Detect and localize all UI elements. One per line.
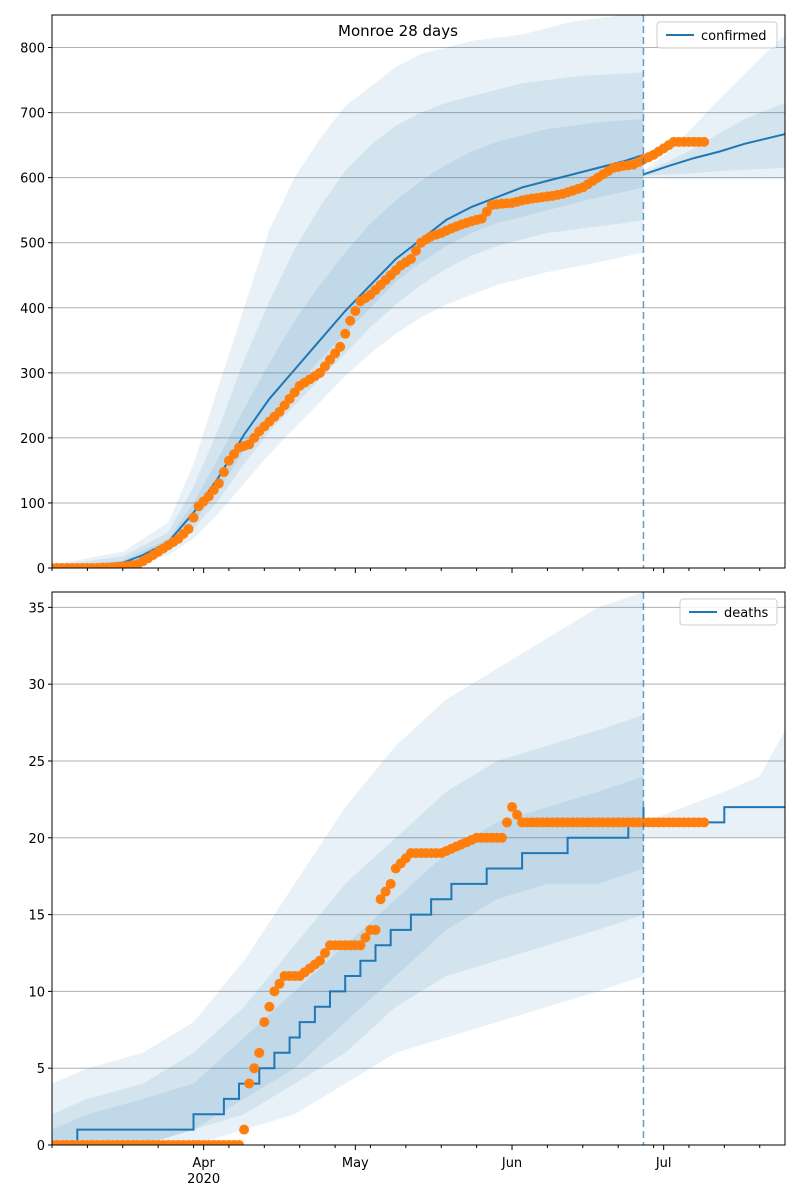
axes-frame	[51, 14, 786, 569]
x-tick-label: Jun	[501, 1156, 522, 1171]
observed-point	[234, 1140, 245, 1145]
observed-point	[183, 523, 194, 534]
y-tick-label: 30	[28, 678, 45, 693]
observed-point	[249, 1063, 260, 1074]
x-tick-sublabel: 2020	[187, 1172, 220, 1187]
observed-point	[360, 932, 371, 943]
observed-point	[496, 832, 507, 843]
observed-point	[345, 315, 356, 326]
observed-point	[213, 478, 224, 489]
observed-point	[512, 809, 523, 820]
y-tick-label: 10	[28, 985, 45, 1000]
y-tick-label: 700	[20, 107, 45, 122]
y-tick-label: 20	[28, 832, 45, 847]
confidence-band	[52, 15, 644, 568]
y-tick-label: 0	[37, 1139, 45, 1154]
observed-point	[264, 1001, 275, 1012]
plot-area	[52, 592, 785, 1145]
series-line-deaths	[52, 807, 645, 1145]
legend-box	[679, 598, 778, 626]
confirmed-panel: 0 100 200 300 400 500 600 700 800 confirmed	[20, 14, 786, 577]
observed-point	[370, 924, 381, 935]
y-tick-label: 200	[20, 432, 45, 447]
observed-point	[269, 986, 280, 997]
observed-point	[699, 817, 710, 828]
y-tick-label: 15	[28, 909, 45, 924]
x-tick-label: Jul	[655, 1156, 672, 1171]
y-tick-label: 800	[20, 42, 45, 57]
y-tick-label: 300	[20, 367, 45, 382]
observed-point	[405, 253, 416, 264]
y-tick-label: 500	[20, 237, 45, 252]
observed-point	[507, 802, 518, 813]
y-tick-label: 400	[20, 302, 45, 317]
y-tick-label: 0	[37, 562, 45, 577]
observed-point	[380, 886, 391, 897]
confidence-band	[52, 592, 644, 1145]
confidence-band	[52, 119, 644, 568]
y-tick-label: 100	[20, 497, 45, 512]
observed-point	[355, 940, 366, 951]
observed-point	[244, 1078, 255, 1089]
observed-point	[319, 947, 330, 958]
legend-box	[656, 21, 778, 49]
confidence-band	[52, 714, 644, 1145]
axes-frame	[51, 591, 786, 1146]
observed-point	[410, 245, 421, 256]
y-tick-label: 25	[28, 755, 45, 770]
observed-point	[350, 306, 361, 317]
x-tick-label: Apr	[192, 1156, 215, 1171]
observed-point	[218, 467, 229, 478]
observed-point	[340, 328, 351, 339]
observed-point	[239, 1124, 250, 1135]
series-line-confirmed	[643, 133, 785, 176]
observed-point	[188, 512, 199, 523]
observed-point	[335, 341, 346, 352]
observed-point	[699, 136, 710, 147]
legend-label: deaths	[724, 606, 769, 621]
observed-point	[254, 1047, 265, 1058]
confidence-band	[643, 102, 785, 176]
observed-point	[274, 978, 285, 989]
observed-point	[259, 1017, 270, 1028]
observed-point	[476, 213, 487, 224]
y-tick-label: 600	[20, 172, 45, 187]
plot-area	[52, 15, 785, 568]
y-tick-label: 5	[37, 1062, 45, 1077]
observed-point	[314, 955, 325, 966]
confidence-band	[643, 730, 785, 838]
y-tick-label: 35	[28, 601, 45, 616]
legend-label: confirmed	[701, 29, 767, 44]
observed-point	[385, 878, 396, 889]
figure-title: Monroe 28 days	[338, 22, 458, 40]
x-tick-label: May	[342, 1156, 369, 1171]
observed-point	[481, 206, 492, 217]
observed-point	[375, 894, 386, 905]
observed-point	[501, 817, 512, 828]
